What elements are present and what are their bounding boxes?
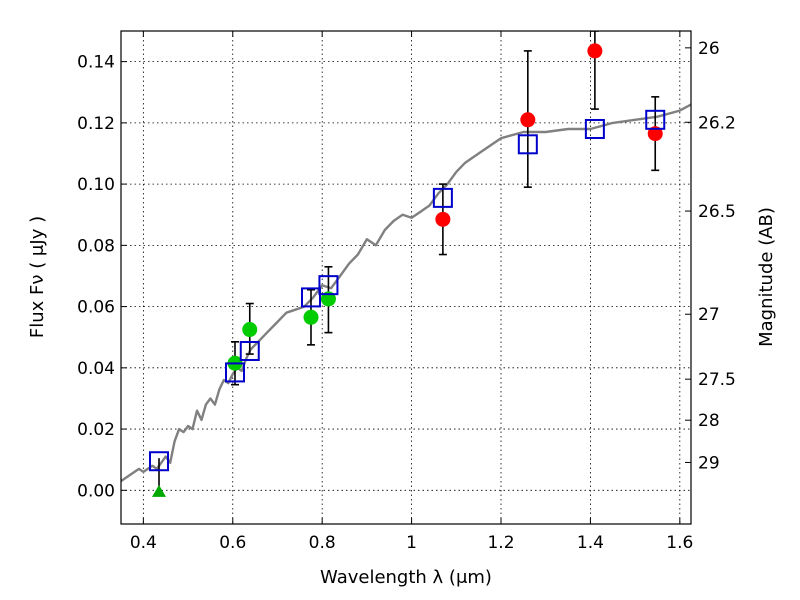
red-point <box>520 112 536 128</box>
red-point <box>435 211 451 227</box>
mag-tick-label: 28 <box>698 411 720 431</box>
axis-ticks <box>121 31 691 524</box>
red-point <box>647 126 663 142</box>
x-tick-label: 0.8 <box>309 533 336 553</box>
y-tick-label: 0.00 <box>77 481 115 501</box>
y-tick-label: 0.04 <box>77 359 115 379</box>
y-tick-label: 0.06 <box>77 298 115 318</box>
right-axis-label: Magnitude (AB) <box>756 207 777 347</box>
model-spectrum <box>121 103 691 483</box>
mag-tick-label: 26.5 <box>698 202 736 222</box>
tick-labels: 0.4 0.6 0.8 1 1.2 1.4 1.6 0.00 0.02 0.04 0.06 0.08 0… <box>77 39 736 553</box>
model-square <box>301 287 321 308</box>
y-tick-label: 0.12 <box>77 114 115 134</box>
x-tick-label: 0.6 <box>219 533 246 553</box>
model-square <box>318 275 339 296</box>
y-tick-label: 0.08 <box>77 236 115 256</box>
mag-tick-label: 26.2 <box>698 113 736 133</box>
y-axis-label: Flux Fν ( μJy ) <box>27 216 48 338</box>
grid <box>121 31 691 524</box>
x-tick-label: 1.2 <box>487 533 514 553</box>
y-tick-label: 0.02 <box>77 420 115 440</box>
green-point <box>242 322 258 338</box>
mag-tick-label: 27.5 <box>698 370 736 390</box>
x-tick-label: 0.4 <box>130 533 157 553</box>
mag-tick-label: 26 <box>698 39 720 59</box>
model-square <box>645 109 666 130</box>
mag-tick-label: 29 <box>698 453 720 473</box>
upper-limit-marker <box>152 484 166 497</box>
x-axis-label: Wavelength λ (μm) <box>320 567 492 588</box>
data-points <box>149 31 666 497</box>
green-point <box>303 309 319 325</box>
model-square <box>225 362 245 383</box>
green-point <box>320 291 336 307</box>
red-point <box>587 43 603 59</box>
model-square <box>149 451 169 472</box>
y-tick-label: 0.14 <box>77 53 115 73</box>
model-square <box>584 118 605 139</box>
mag-tick-label: 27 <box>698 305 720 325</box>
model-square <box>239 340 260 361</box>
x-tick-label: 1.4 <box>577 533 604 553</box>
model-square <box>432 187 453 208</box>
model-square <box>517 134 538 155</box>
y-tick-label: 0.10 <box>77 175 115 195</box>
plot-frame <box>120 30 692 525</box>
spectrum-line <box>121 103 691 483</box>
x-tick-label: 1.6 <box>666 533 693 553</box>
x-tick-label: 1 <box>406 533 417 553</box>
